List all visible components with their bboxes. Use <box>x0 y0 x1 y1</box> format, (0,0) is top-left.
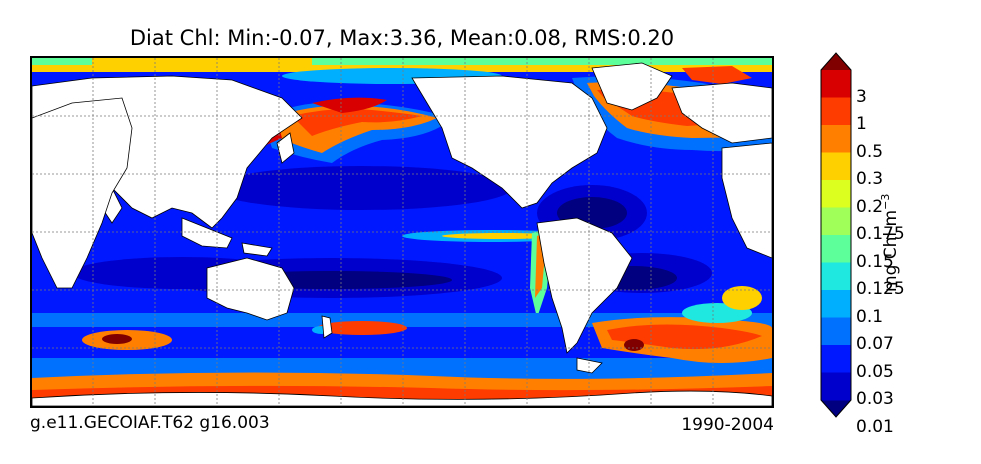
colorbar-tick-label: 0.01 <box>856 416 894 437</box>
colorbar-segment-0.1-0.125 <box>821 262 851 291</box>
colorbar-segment-0.2-0.3 <box>821 152 851 181</box>
colorbar-tick-label: 0.15 <box>856 251 894 272</box>
colorbar-segment-0.5-1 <box>821 97 851 126</box>
colorbar-tick-label: 0.2 <box>856 196 884 217</box>
graticule <box>32 58 772 406</box>
colorbar-tick-label: 0.175 <box>856 224 905 244</box>
run-id-label: g.e11.GECOIAF.T62 g16.003 <box>30 413 270 433</box>
chlorophyll-map <box>30 56 774 408</box>
plot-title: Diat Chl: Min:-0.07, Max:3.36, Mean:0.08… <box>129 26 675 50</box>
colorbar-segment-0.03-0.05 <box>821 345 851 373</box>
colorbar-tick-label: 3 <box>856 86 867 107</box>
colorbar-tick-label: 0.1 <box>856 306 884 327</box>
colorbar-segment-0.07-0.1 <box>821 290 851 318</box>
colorbar-segment-0.05-0.07 <box>821 317 851 346</box>
colorbar-under-arrow <box>821 400 851 417</box>
colorbar-segment-0.175-0.2 <box>821 180 851 208</box>
colorbar-unit-label: mg Chl m−3 <box>879 193 901 292</box>
colorbar <box>820 52 852 418</box>
colorbar-segment-0.01-0.03 <box>821 372 851 401</box>
colorbar-segment-0.15-0.175 <box>821 207 851 236</box>
colorbar-tick-label: 0.05 <box>856 361 894 382</box>
colorbar-tick-label: 0.5 <box>856 141 884 162</box>
colorbar-segment-1-3 <box>821 70 851 98</box>
colorbar-segment-0.125-0.15 <box>821 235 851 263</box>
date-range-label: 1990-2004 <box>681 415 774 435</box>
colorbar-segment-0.3-0.5 <box>821 125 851 153</box>
colorbar-tick-label: 0.125 <box>856 279 905 299</box>
colorbar-tick-label: 0.03 <box>856 389 894 409</box>
colorbar-tick-label: 1 <box>856 114 867 134</box>
colorbar-tick-label: 0.07 <box>856 334 894 354</box>
colorbar-outline <box>820 52 852 418</box>
colorbar-tick-label: 0.3 <box>856 169 884 189</box>
colorbar-over-arrow <box>821 53 851 70</box>
